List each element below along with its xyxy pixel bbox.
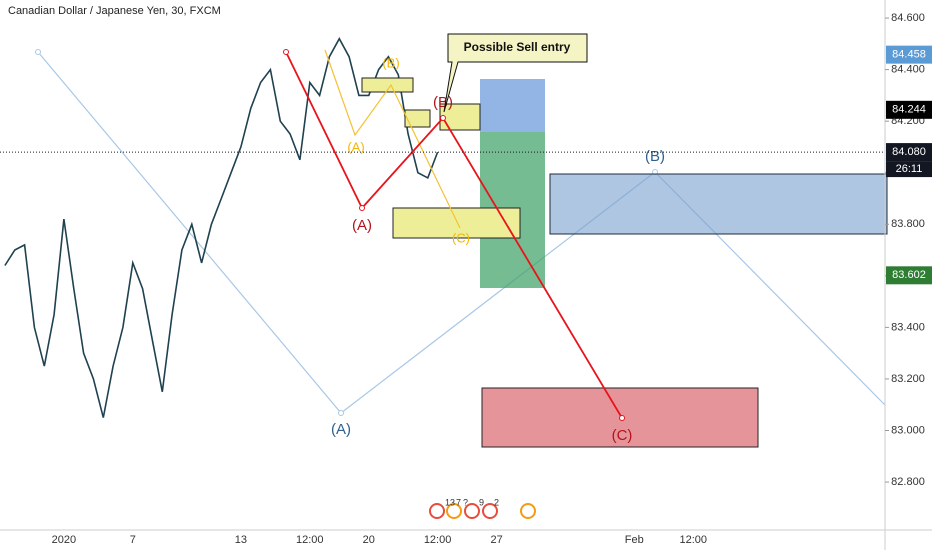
x-tick-label: Feb: [625, 534, 644, 546]
event-icon: [464, 503, 480, 519]
event-count: 9: [479, 497, 484, 507]
price-layer: [4, 37, 439, 418]
events: 13 7 ? 9 2: [429, 497, 536, 519]
event-count: 7: [456, 497, 461, 507]
callout: [443, 33, 588, 113]
box: [361, 77, 414, 93]
event-count: 2: [494, 497, 499, 507]
wave-label: (B): [645, 148, 665, 165]
wave-label: (A): [352, 217, 372, 234]
chart-title: Canadian Dollar / Japanese Yen, 30, FXCM: [8, 5, 221, 17]
y-tick-label: 84.600: [891, 12, 925, 24]
annotation: Possible Sell entry: [464, 40, 571, 54]
vertex: [283, 49, 289, 55]
orange-wave-line: [324, 49, 461, 229]
y-tick-label: 82.800: [891, 476, 925, 488]
stop-zone: [480, 79, 545, 132]
countdown: 26:11: [896, 163, 923, 175]
target-zone-blue: [549, 173, 888, 235]
y-tick-label: 83.000: [891, 424, 925, 436]
price-label: 84.244: [892, 104, 926, 116]
price-label-box: [886, 143, 932, 162]
x-tick-label: 12:00: [296, 534, 324, 546]
box: [404, 109, 431, 128]
price-label-box: [886, 266, 932, 285]
event-icon: [446, 503, 462, 519]
event-icon: [429, 503, 445, 519]
price-label: 83.602: [892, 269, 926, 281]
x-tick-label: 20: [363, 534, 375, 546]
y-tick-label: 83.200: [891, 373, 925, 385]
vertex: [338, 410, 344, 416]
price-label-box: [886, 45, 932, 64]
blue-wave-line: [37, 51, 886, 414]
event-count: ?: [463, 497, 468, 507]
price-label: 84.458: [892, 49, 926, 61]
countdown-box: [886, 161, 932, 178]
box: [439, 103, 481, 131]
x-tick-label: 7: [130, 534, 136, 546]
wave-label: (A): [331, 421, 351, 438]
wave-label: (B): [382, 55, 399, 70]
wave-label: (C): [452, 230, 470, 245]
x-tick-label: 2020: [52, 534, 76, 546]
wave-label: (C): [612, 427, 633, 444]
vertex: [35, 49, 41, 55]
vertex: [359, 205, 365, 211]
y-tick-label: 83.800: [891, 218, 925, 230]
wave-label: (A): [347, 139, 364, 154]
event-icon: [482, 503, 498, 519]
y-tick-label: 83.400: [891, 321, 925, 333]
x-tick-label: 12:00: [424, 534, 452, 546]
price-label-box: [886, 100, 932, 119]
vertex: [619, 415, 625, 421]
price-line: [4, 37, 439, 418]
vertex: [440, 115, 446, 121]
event-count: 13: [445, 497, 455, 507]
price-label: 84.080: [892, 146, 926, 158]
event-icon: [520, 503, 536, 519]
wave-label: (B): [433, 94, 453, 111]
red-wave-line: [285, 51, 623, 419]
y-tick-label: 84.400: [891, 64, 925, 76]
x-tick-label: 12:00: [679, 534, 707, 546]
x-tick-label: 13: [235, 534, 247, 546]
x-tick-label: 27: [490, 534, 502, 546]
